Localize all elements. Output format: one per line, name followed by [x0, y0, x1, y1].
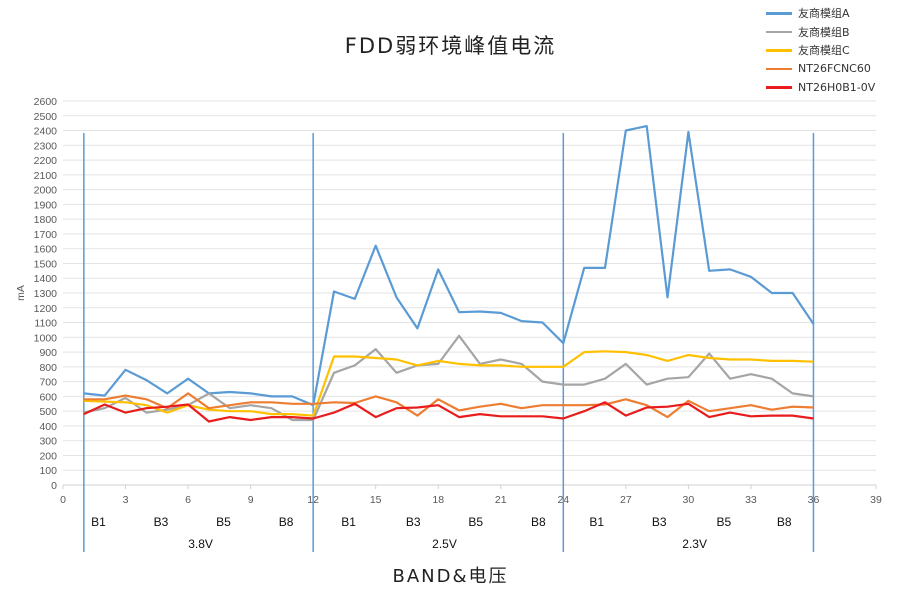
legend-item: NT26H0B1-0V: [766, 78, 875, 97]
y-tick-label: 400: [39, 421, 57, 433]
y-tick-label: 700: [39, 377, 57, 389]
x-tick-label: 33: [745, 494, 757, 506]
x-tick-label: 18: [432, 494, 444, 506]
y-tick-label: 2100: [34, 170, 58, 182]
legend-label: NT26H0B1-0V: [798, 80, 876, 94]
y-tick-label: 1000: [34, 332, 58, 344]
y-tick-label: 600: [39, 391, 57, 403]
voltage-label: 2.5V: [432, 537, 457, 551]
band-label: B8: [279, 515, 294, 529]
voltage-label: 2.3V: [682, 537, 707, 551]
y-tick-label: 1200: [34, 303, 58, 315]
band-label: B3: [154, 515, 169, 529]
y-tick-label: 500: [39, 406, 57, 418]
legend-item: 友商模组A: [766, 4, 875, 23]
band-label: B5: [716, 515, 731, 529]
legend-item: 友商模组B: [766, 23, 875, 42]
y-tick-label: 300: [39, 436, 57, 448]
band-label: B1: [91, 515, 106, 529]
voltage-label: 3.8V: [188, 537, 213, 551]
legend-swatch-icon: [766, 67, 792, 70]
series-line: [83, 350, 814, 417]
y-tick-label: 2500: [34, 111, 58, 123]
y-tick-label: 800: [39, 362, 57, 374]
y-axis-label: mA: [15, 285, 27, 301]
y-tick-label: 2000: [34, 185, 58, 197]
y-tick-label: 1400: [34, 273, 58, 285]
y-tick-label: 900: [39, 347, 57, 359]
legend-item: 友商模组C: [766, 41, 875, 60]
y-tick-label: 2300: [34, 140, 58, 152]
y-tick-label: 0: [51, 480, 57, 492]
band-label: B1: [341, 515, 356, 529]
x-tick-label: 39: [870, 494, 882, 506]
x-axis-title: BAND&电压: [392, 566, 509, 587]
y-tick-label: 1800: [34, 214, 58, 226]
legend-swatch-icon: [766, 49, 792, 52]
legend-item: NT26FCNC60: [766, 60, 875, 79]
series-line: [83, 401, 814, 423]
legend-swatch-icon: [766, 30, 792, 33]
band-label: B5: [468, 515, 483, 529]
series-line: [83, 334, 814, 422]
legend-label: 友商模组B: [798, 25, 850, 39]
y-tick-label: 2400: [34, 126, 58, 138]
legend-label: 友商模组C: [798, 44, 850, 58]
x-tick-label: 6: [185, 494, 191, 506]
y-tick-label: 1500: [34, 258, 58, 270]
y-tick-label: 1600: [34, 244, 58, 256]
band-label: B8: [531, 515, 546, 529]
x-tick-label: 3: [123, 494, 129, 506]
series-line: [83, 124, 815, 407]
series-line: [83, 392, 814, 419]
legend: 友商模组A 友商模组B 友商模组C NT26FCNC60 NT26H0B1-0V: [766, 4, 875, 97]
y-tick-label: 1100: [34, 318, 57, 330]
y-tick-label: 1900: [34, 199, 58, 211]
x-tick-label: 15: [370, 494, 382, 506]
legend-label: 友商模组A: [798, 7, 850, 21]
y-tick-label: 1700: [34, 229, 58, 241]
x-tick-label: 30: [683, 494, 695, 506]
band-label: B3: [652, 515, 667, 529]
legend-swatch-icon: [766, 86, 792, 89]
y-tick-label: 2600: [34, 96, 58, 108]
band-label: B1: [589, 515, 604, 529]
band-label: B3: [406, 515, 421, 529]
y-tick-label: 100: [39, 465, 57, 477]
y-tick-label: 2200: [34, 155, 58, 167]
x-tick-label: 27: [620, 494, 632, 506]
y-tick-label: 1300: [34, 288, 58, 300]
band-label: B8: [777, 515, 792, 529]
x-tick-label: 0: [60, 494, 66, 506]
x-tick-label: 21: [495, 494, 507, 506]
x-tick-label: 9: [248, 494, 254, 506]
y-tick-label: 200: [39, 450, 57, 462]
legend-label: NT26FCNC60: [798, 62, 871, 76]
band-label: B5: [216, 515, 231, 529]
legend-swatch-icon: [766, 12, 792, 15]
chart-title: FDD弱环境峰值电流: [344, 34, 557, 58]
